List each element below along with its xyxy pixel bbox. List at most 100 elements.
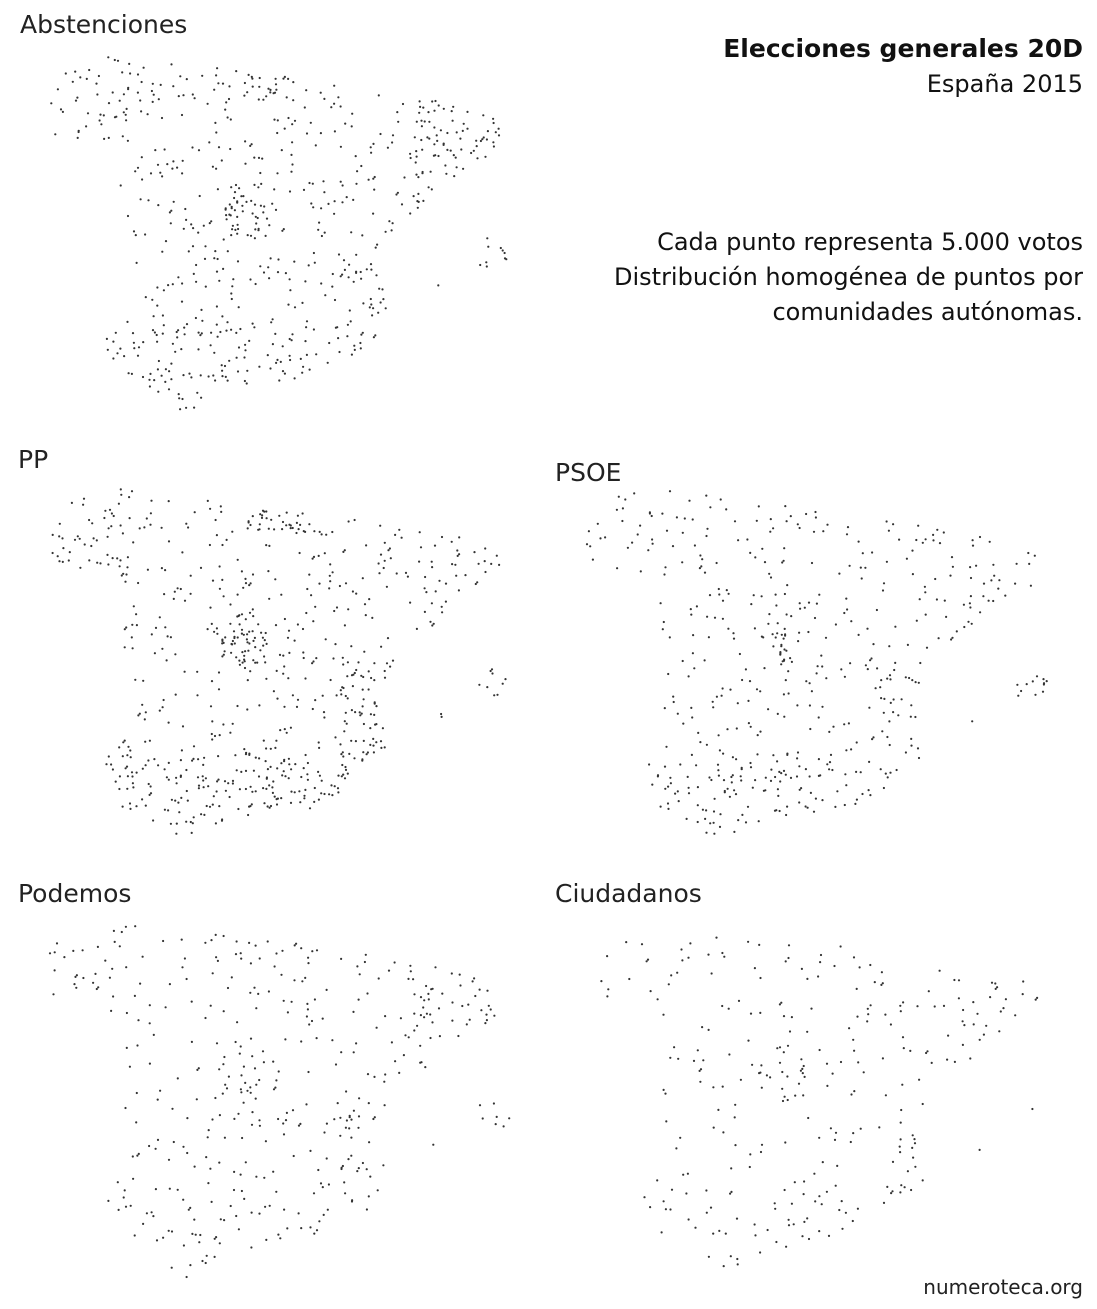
vote-dot bbox=[350, 709, 353, 712]
vote-dot bbox=[298, 790, 301, 793]
vote-dot bbox=[1014, 582, 1017, 585]
vote-dot bbox=[259, 204, 262, 207]
vote-dot bbox=[350, 231, 353, 234]
vote-dot bbox=[888, 743, 891, 747]
vote-dot bbox=[430, 188, 433, 191]
vote-dot bbox=[230, 292, 233, 295]
vote-dot bbox=[876, 667, 879, 670]
vote-dot bbox=[157, 390, 160, 393]
vote-dot bbox=[337, 791, 340, 794]
vote-dot bbox=[486, 989, 489, 992]
vote-dot bbox=[257, 156, 261, 159]
vote-dot bbox=[812, 530, 816, 533]
vote-dot bbox=[200, 332, 203, 335]
vote-dot bbox=[254, 661, 257, 664]
vote-dot bbox=[446, 131, 449, 135]
vote-dot bbox=[168, 1187, 171, 1190]
vote-dot bbox=[254, 944, 257, 947]
vote-dot bbox=[222, 641, 225, 644]
vote-dot bbox=[331, 285, 334, 288]
vote-dot bbox=[334, 643, 337, 646]
vote-dot bbox=[735, 727, 738, 730]
vote-dot bbox=[267, 527, 270, 530]
vote-dot bbox=[307, 962, 310, 965]
vote-dot bbox=[387, 969, 391, 972]
vote-dot bbox=[339, 145, 342, 148]
vote-dot bbox=[690, 753, 693, 756]
vote-dot bbox=[266, 354, 269, 357]
vote-dot bbox=[221, 375, 224, 378]
vote-dot bbox=[290, 339, 293, 342]
vote-dot bbox=[70, 501, 73, 504]
vote-dot bbox=[103, 516, 106, 520]
vote-dot bbox=[722, 779, 726, 782]
vote-dot bbox=[236, 636, 239, 639]
vote-dot bbox=[374, 723, 377, 726]
vote-dot bbox=[215, 534, 218, 537]
vote-dot bbox=[213, 351, 216, 354]
vote-dot bbox=[370, 676, 373, 680]
vote-dot bbox=[782, 1015, 786, 1018]
vote-dot bbox=[741, 813, 744, 816]
vote-dot bbox=[938, 969, 941, 972]
vote-dot bbox=[860, 577, 863, 580]
vote-dot bbox=[341, 273, 344, 276]
vote-dot bbox=[209, 507, 212, 510]
vote-dot bbox=[992, 599, 995, 603]
vote-dot bbox=[263, 655, 266, 658]
vote-dot bbox=[342, 550, 345, 553]
vote-dot bbox=[422, 106, 425, 109]
vote-dot bbox=[74, 70, 77, 73]
vote-dot bbox=[283, 728, 286, 731]
vote-dot bbox=[282, 770, 285, 773]
vote-dot bbox=[585, 543, 589, 546]
vote-dot bbox=[125, 119, 128, 122]
vote-dot bbox=[238, 788, 241, 791]
vote-dot bbox=[284, 272, 287, 275]
vote-dot bbox=[398, 528, 401, 531]
vote-dot bbox=[814, 516, 817, 519]
vote-dot bbox=[707, 636, 710, 639]
vote-dot bbox=[354, 155, 357, 158]
vote-dot bbox=[237, 306, 240, 309]
vote-dot bbox=[246, 633, 249, 636]
vote-dot bbox=[384, 1015, 387, 1018]
vote-dot bbox=[344, 711, 347, 714]
vote-dot bbox=[108, 508, 112, 511]
vote-dot bbox=[291, 141, 294, 144]
vote-dot bbox=[473, 977, 476, 980]
vote-dot bbox=[752, 594, 755, 597]
vote-dot bbox=[462, 122, 465, 125]
vote-dot bbox=[156, 368, 159, 371]
vote-dot bbox=[237, 1228, 240, 1231]
vote-dot bbox=[790, 660, 793, 663]
vote-dot bbox=[343, 777, 347, 780]
vote-dot bbox=[334, 736, 337, 739]
vote-dot bbox=[481, 138, 484, 141]
vote-dot bbox=[115, 115, 118, 118]
vote-dot bbox=[128, 496, 131, 499]
vote-dot bbox=[217, 82, 220, 85]
vote-dot bbox=[262, 787, 265, 790]
vote-dot bbox=[185, 820, 188, 823]
vote-dot bbox=[280, 797, 283, 800]
vote-dot bbox=[819, 961, 822, 964]
vote-dot bbox=[107, 56, 110, 59]
vote-dot bbox=[225, 538, 228, 541]
vote-dot bbox=[911, 679, 914, 682]
vote-dot bbox=[815, 672, 818, 675]
vote-dot bbox=[215, 1042, 219, 1045]
vote-dot bbox=[776, 712, 779, 715]
vote-dot bbox=[307, 1070, 310, 1074]
vote-dot bbox=[718, 1229, 721, 1232]
vote-dot bbox=[828, 768, 831, 771]
vote-dot bbox=[776, 1047, 779, 1050]
vote-dot bbox=[160, 567, 163, 570]
vote-dot bbox=[809, 791, 812, 794]
vote-dot bbox=[266, 940, 269, 943]
vote-dot bbox=[645, 960, 648, 963]
vote-dot bbox=[331, 571, 334, 574]
vote-dot bbox=[367, 688, 370, 691]
vote-dot bbox=[240, 770, 243, 773]
vote-dot bbox=[206, 628, 209, 631]
